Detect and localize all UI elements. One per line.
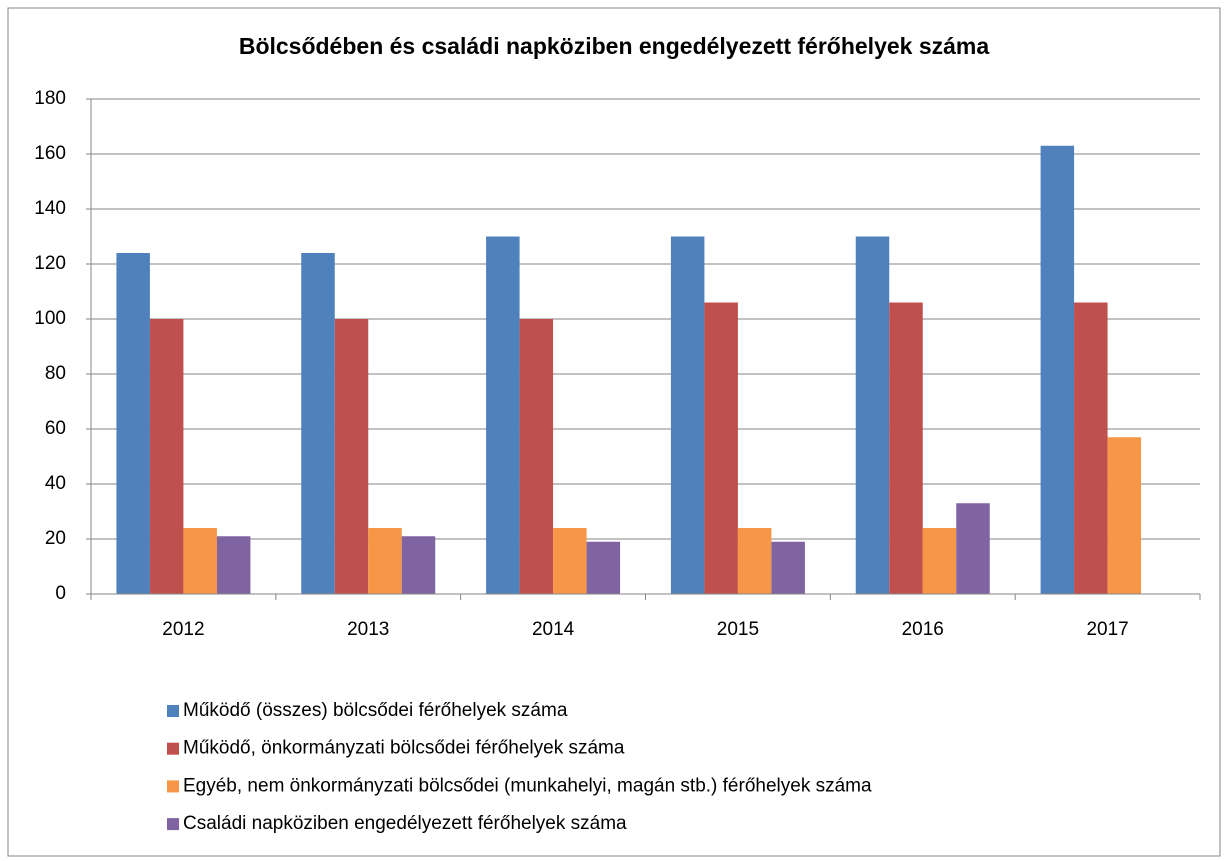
bar bbox=[216, 536, 251, 594]
bar bbox=[1107, 437, 1142, 594]
y-tick-label: 20 bbox=[45, 528, 66, 549]
legend-swatch bbox=[167, 780, 179, 793]
legend-label: Működő, önkormányzati bölcsődei férőhely… bbox=[183, 738, 625, 759]
legend-swatch bbox=[167, 705, 179, 717]
y-tick-label: 60 bbox=[45, 418, 66, 439]
y-tick-label: 100 bbox=[34, 308, 66, 329]
bar bbox=[1074, 302, 1108, 594]
bar bbox=[368, 528, 402, 594]
bar bbox=[334, 319, 369, 594]
bar bbox=[704, 302, 738, 594]
bar bbox=[670, 236, 705, 594]
x-tick-label: 2017 bbox=[1086, 619, 1128, 640]
bar bbox=[855, 236, 890, 594]
y-tick-label: 120 bbox=[34, 253, 66, 274]
bar bbox=[956, 503, 990, 594]
legend-swatch bbox=[167, 818, 179, 831]
x-tick-label: 2014 bbox=[532, 619, 575, 640]
bar bbox=[553, 528, 587, 594]
chart-frame bbox=[7, 7, 1221, 857]
bar bbox=[922, 528, 957, 594]
bar bbox=[486, 236, 520, 594]
x-tick-label: 2013 bbox=[347, 619, 389, 640]
x-tick-label: 2012 bbox=[162, 619, 204, 640]
bar bbox=[401, 536, 436, 594]
bar bbox=[889, 302, 923, 594]
y-tick-label: 80 bbox=[45, 363, 66, 384]
y-tick-label: 40 bbox=[45, 473, 66, 494]
bar bbox=[1040, 145, 1075, 594]
y-tick-label: 180 bbox=[34, 88, 66, 109]
y-tick-label: 0 bbox=[55, 583, 66, 604]
bar bbox=[183, 528, 217, 594]
y-tick-label: 160 bbox=[34, 143, 66, 164]
chart-title: Bölcsődében és családi napköziben engedé… bbox=[239, 33, 990, 59]
legend-label: Működő (összes) bölcsődei férőhelyek szá… bbox=[183, 700, 568, 721]
bar bbox=[149, 319, 184, 594]
bar bbox=[586, 541, 621, 594]
x-tick-label: 2015 bbox=[717, 619, 759, 640]
legend-swatch bbox=[167, 742, 179, 755]
bar bbox=[116, 253, 150, 594]
bar bbox=[737, 528, 772, 594]
y-tick-label: 140 bbox=[34, 198, 66, 219]
x-tick-label: 2016 bbox=[902, 619, 944, 640]
bar bbox=[301, 253, 335, 594]
legend-label: Családi napköziben engedélyezett férőhel… bbox=[183, 813, 627, 834]
legend-label: Egyéb, nem önkormányzati bölcsődei (munk… bbox=[183, 775, 872, 796]
bar bbox=[519, 319, 554, 594]
bar bbox=[771, 541, 805, 594]
